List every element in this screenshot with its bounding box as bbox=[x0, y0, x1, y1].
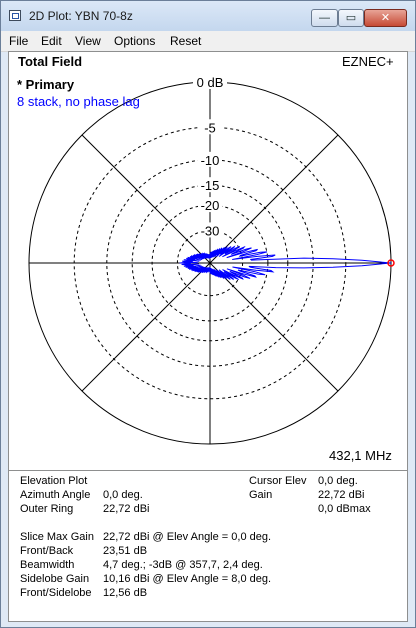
ring-label-bg bbox=[198, 177, 222, 193]
info-value: 0,0 deg. bbox=[103, 489, 143, 501]
plot-heading: Total Field bbox=[18, 54, 83, 69]
info-label: Gain bbox=[249, 489, 273, 501]
menu-view[interactable]: View bbox=[75, 34, 101, 48]
info-label: Elevation Plot bbox=[20, 475, 88, 487]
ring-label: -30 bbox=[201, 223, 220, 238]
info-value: 0,0 deg. bbox=[318, 475, 358, 487]
ring-label-bg bbox=[198, 151, 222, 167]
maximize-button[interactable]: ▭ bbox=[338, 9, 364, 27]
info-label: Cursor Elev bbox=[249, 475, 307, 487]
frequency-label: 432,1 MHz bbox=[329, 448, 392, 463]
detail-value: 4,7 deg.; -3dB @ 357,7, 2,4 deg. bbox=[103, 559, 263, 571]
polar-plot-area[interactable]: 0 dB -5 -10 -15 -20 -30 Total Field EZNEC+ * … bbox=[9, 52, 407, 470]
window-title: 2D Plot: YBN 70-8z bbox=[29, 9, 133, 23]
info-value: 0,0 dBmax bbox=[318, 503, 371, 515]
close-button[interactable]: ✕ bbox=[364, 9, 407, 27]
info-value: 22,72 dBi bbox=[103, 503, 150, 515]
ring-label-bg bbox=[198, 222, 222, 238]
ring-label: -5 bbox=[204, 120, 216, 135]
plot-client-area: 0 dB -5 -10 -15 -20 -30 Total Field EZNEC+ * … bbox=[8, 51, 408, 622]
diagonal-spoke bbox=[81, 134, 339, 392]
menu-options[interactable]: Options bbox=[114, 34, 156, 48]
info-value: 22,72 dBi bbox=[318, 489, 365, 501]
detail-value: 22,72 dBi @ Elev Angle = 0,0 deg. bbox=[103, 531, 272, 543]
detail-label: Slice Max Gain bbox=[20, 531, 94, 543]
detail-value: 23,51 dB bbox=[103, 545, 148, 557]
menu-file[interactable]: File bbox=[9, 34, 29, 48]
radiation-pattern bbox=[179, 245, 392, 281]
detail-label: Front/Back bbox=[20, 545, 74, 557]
trace-name: * Primary bbox=[17, 77, 75, 92]
menu-reset[interactable]: Reset bbox=[170, 34, 202, 48]
ring-label: -10 bbox=[201, 153, 220, 168]
detail-label: Front/Sidelobe bbox=[20, 587, 92, 599]
ring-label-bg bbox=[193, 74, 227, 89]
ring-label-bg bbox=[198, 119, 222, 135]
app-icon[interactable] bbox=[9, 10, 21, 21]
info-divider bbox=[9, 470, 407, 471]
menu-edit[interactable]: Edit bbox=[41, 34, 62, 48]
trace-description: 8 stack, no phase lag bbox=[17, 94, 140, 109]
menu-bar: File Edit View Options Reset bbox=[1, 31, 415, 52]
detail-label: Beamwidth bbox=[20, 559, 75, 571]
detail-value: 10,16 dBi @ Elev Angle = 8,0 deg. bbox=[103, 573, 272, 585]
ring-label: 0 dB bbox=[197, 75, 224, 90]
polar-plot[interactable]: 0 dB -5 -10 -15 -20 -30 bbox=[9, 52, 407, 470]
ring-label-bg bbox=[198, 197, 222, 213]
info-label: Azimuth Angle bbox=[20, 489, 91, 501]
cursor-marker bbox=[387, 259, 395, 267]
ring-label: -20 bbox=[201, 198, 220, 213]
minimize-button[interactable]: — bbox=[311, 9, 338, 27]
brand-label: EZNEC+ bbox=[342, 54, 394, 69]
title-bar[interactable]: 2D Plot: YBN 70-8z — ▭ ✕ bbox=[1, 1, 415, 31]
info-label: Outer Ring bbox=[20, 503, 74, 515]
detail-value: 12,56 dB bbox=[103, 587, 148, 599]
ring-label: -15 bbox=[201, 178, 220, 193]
detail-label: Sidelobe Gain bbox=[20, 573, 90, 585]
